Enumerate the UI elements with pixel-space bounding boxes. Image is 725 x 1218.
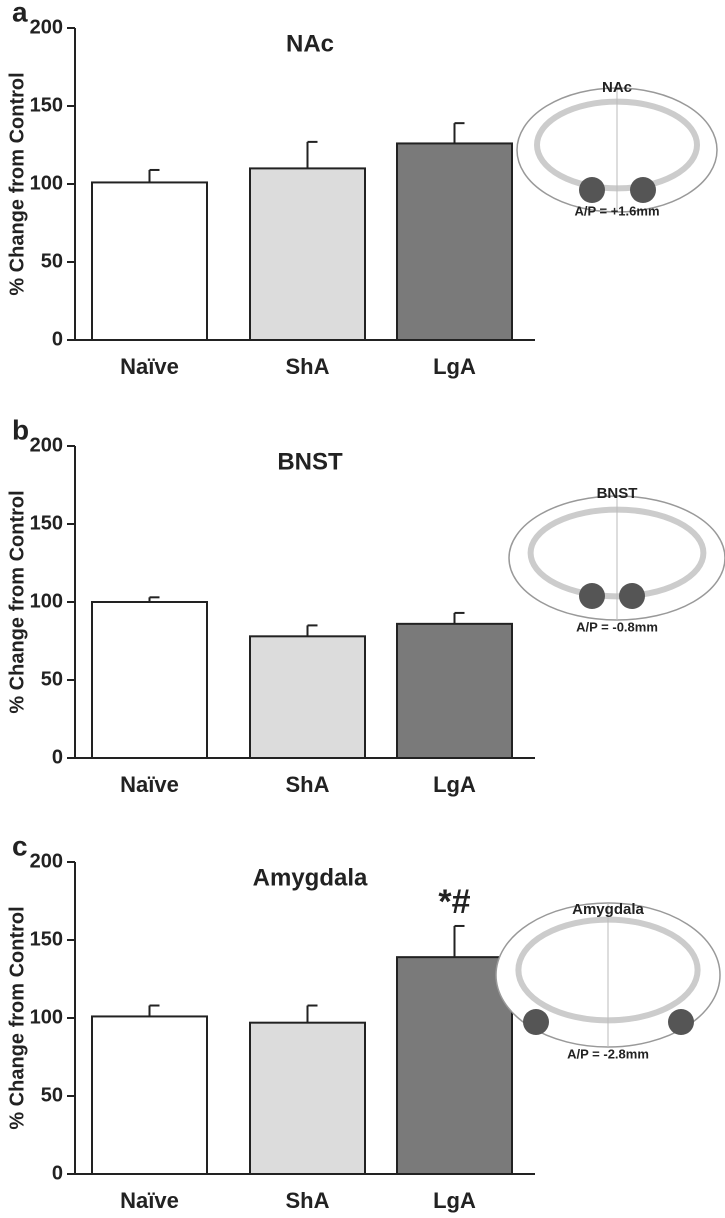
brain-region — [579, 583, 605, 609]
annotation: *# — [438, 883, 470, 921]
y-tick-label: 0 — [52, 1162, 63, 1184]
chart-title: Amygdala — [253, 864, 368, 891]
y-tick-label: 200 — [30, 16, 63, 38]
panel: c Amygdala % Change from Control Naïve ShA Lg… — [6, 830, 721, 1213]
x-tick-label: ShA — [286, 772, 330, 797]
brain-region — [668, 1009, 694, 1035]
panel-label: a — [12, 0, 28, 27]
panel: b BNST % Change from Control Naïve ShA LgA 0 50… — [6, 414, 725, 797]
y-axis-label: % Change from Control — [6, 490, 28, 713]
y-axis-label: % Change from Control — [6, 72, 28, 295]
brain-region — [619, 583, 645, 609]
bar — [91, 601, 208, 759]
bar — [91, 181, 208, 341]
x-tick-label: LgA — [433, 354, 476, 379]
bar — [249, 167, 366, 341]
panel-label: c — [12, 830, 28, 861]
panel-label: b — [12, 414, 29, 445]
x-tick-label: Naïve — [120, 772, 179, 797]
bar — [249, 635, 366, 760]
y-tick-label: 150 — [30, 94, 63, 116]
x-tick-label: ShA — [286, 354, 330, 379]
bar — [249, 1021, 366, 1175]
y-tick-label: 0 — [52, 746, 63, 768]
brain-region — [523, 1009, 549, 1035]
x-tick-label: Naïve — [120, 1188, 179, 1213]
y-tick-label: 50 — [41, 250, 63, 272]
x-tick-label: Naïve — [120, 354, 179, 379]
y-tick-label: 200 — [30, 434, 63, 456]
inset-title: BNST — [597, 485, 638, 502]
brain-region — [579, 177, 605, 203]
x-tick-label: LgA — [433, 772, 476, 797]
y-tick-label: 100 — [30, 172, 63, 194]
chart-title: BNST — [277, 448, 343, 475]
inset-title: Amygdala — [572, 901, 644, 918]
y-tick-label: 50 — [41, 668, 63, 690]
y-tick-label: 200 — [30, 850, 63, 872]
brain-region — [630, 177, 656, 203]
y-tick-label: 100 — [30, 590, 63, 612]
panel: a NAc % Change from Control Naïve ShA LgA 0 50 1… — [6, 0, 718, 379]
y-tick-label: 150 — [30, 512, 63, 534]
inset-label: A/P = -2.8mm — [567, 1046, 649, 1061]
y-tick-label: 0 — [52, 328, 63, 350]
chart-title: NAc — [286, 30, 334, 57]
x-tick-label: LgA — [433, 1188, 476, 1213]
y-tick-label: 100 — [30, 1006, 63, 1028]
x-tick-label: ShA — [286, 1188, 330, 1213]
y-tick-label: 150 — [30, 928, 63, 950]
y-tick-label: 50 — [41, 1084, 63, 1106]
inset-label: A/P = +1.6mm — [574, 203, 659, 218]
bar — [91, 1015, 208, 1175]
inset-title: NAc — [602, 79, 632, 96]
bar — [396, 956, 513, 1175]
bar — [396, 622, 513, 760]
y-axis-label: % Change from Control — [6, 906, 28, 1129]
inset-label: A/P = -0.8mm — [576, 619, 658, 634]
bar — [396, 142, 513, 341]
